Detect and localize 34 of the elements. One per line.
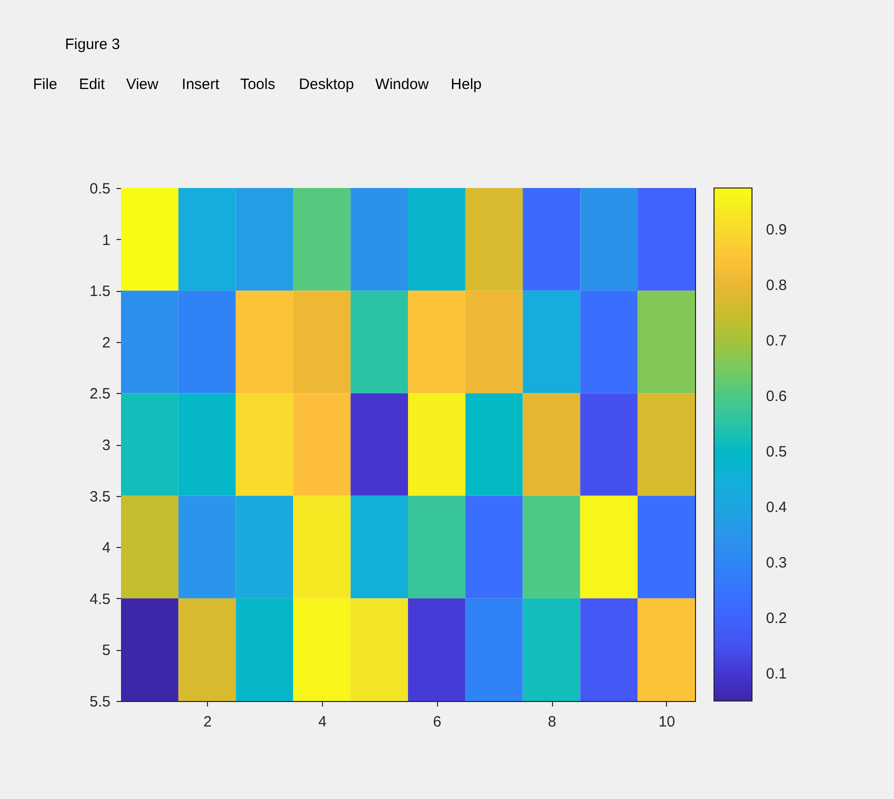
y-tick-label: 4.5 [90,590,110,608]
y-tick-label: 4 [102,540,110,557]
y-tick-label: 1 [102,232,110,249]
y-tick-label: 5.5 [90,694,110,710]
text: Edit [78,76,106,93]
text: View [126,76,159,93]
y-tick-label: 2 [102,334,110,352]
color-bar-label: 0.8 [766,277,787,294]
color-bar-label: 0.5 [766,443,787,460]
color-bar-label: 0.2 [766,610,787,627]
color-bar-label: 0.9 [766,222,787,239]
y-tick-label: 5 [102,642,110,660]
color-bar-label: 0.7 [766,332,787,350]
text: File [33,76,58,93]
y-tick-label: 2.5 [90,386,110,403]
y-tick-label: 3.5 [90,488,110,506]
text: Insert [182,76,220,93]
color-bar-label: 0.4 [766,498,787,516]
x-tick-label: 2 [203,714,212,730]
y-tick-label: 3 [102,437,110,454]
text: Help [450,76,482,93]
x-tick-label: 4 [318,714,327,730]
x-tick-label: 6 [433,714,442,730]
chart-title: Figure 3 [65,36,120,53]
color-bar-label: 0.1 [766,665,787,682]
y-tick-label: 1.5 [90,283,110,300]
text: Window [375,76,429,93]
color-bar-label: 0.6 [766,388,787,405]
x-tick-label: 8 [548,714,556,730]
text: Tools [240,76,276,93]
x-tick-label: 10 [658,714,676,730]
y-tick-label: 0.5 [90,180,110,198]
text: Desktop [298,76,354,93]
color-bar-label: 0.3 [766,554,787,572]
